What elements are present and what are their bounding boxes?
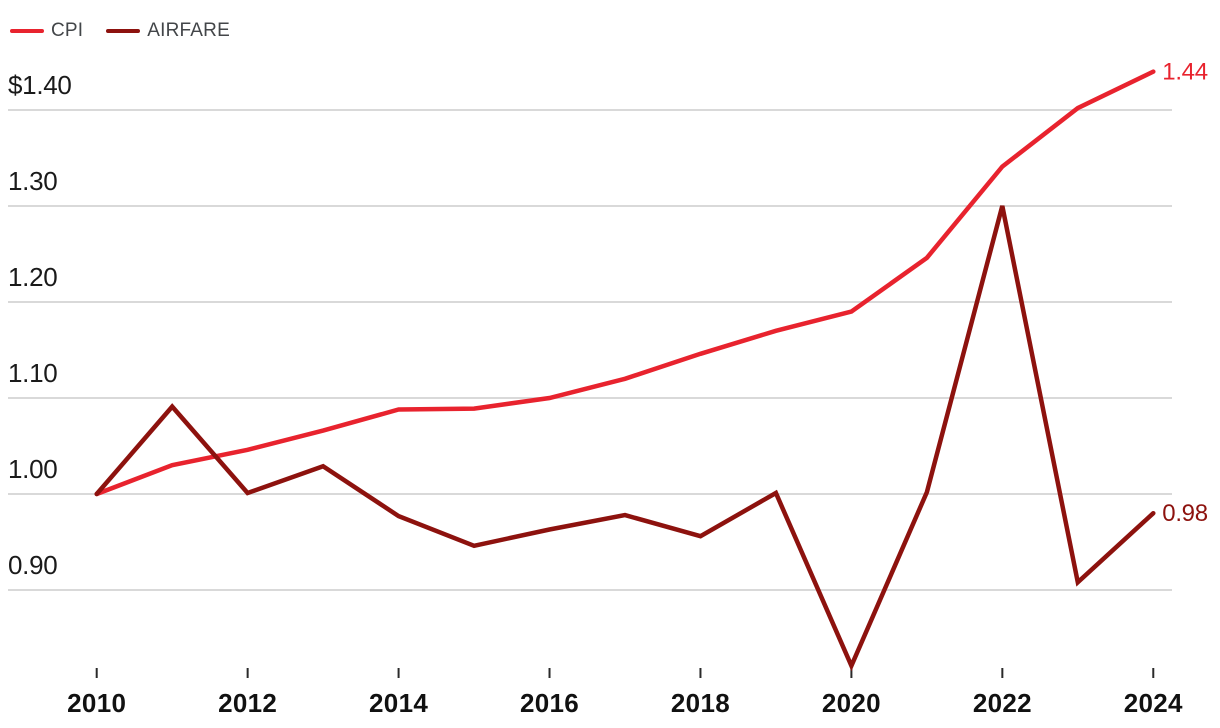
x-axis-year-label: 2022 xyxy=(973,688,1032,718)
legend-item-cpi: CPI xyxy=(10,21,83,40)
x-axis-year-label: 2012 xyxy=(218,688,277,718)
x-axis-year-label: 2014 xyxy=(369,688,428,718)
chart-legend: CPI AIRFARE xyxy=(10,21,230,40)
y-axis-tick-label: 0.90 xyxy=(8,550,57,580)
x-axis-year-label: 2020 xyxy=(822,688,881,718)
cpi-line xyxy=(94,69,1156,497)
y-axis-tick-label: 1.00 xyxy=(8,454,57,484)
y-axis-tick-label: 1.10 xyxy=(8,358,57,388)
airfare-line xyxy=(94,205,1156,672)
x-axis-year-label: 2016 xyxy=(520,688,579,718)
y-axis-tick-label: 1.30 xyxy=(8,166,57,196)
legend-line-swatch xyxy=(10,28,44,33)
y-axis-tick-label: 1.20 xyxy=(8,262,57,292)
x-axis-year-label: 2024 xyxy=(1124,688,1183,718)
airfare-end-value-label: 0.98 xyxy=(1162,500,1208,527)
legend-label: AIRFARE xyxy=(147,20,230,41)
cpi-end-value-label: 1.44 xyxy=(1162,59,1208,86)
legend-line-swatch xyxy=(106,28,141,33)
y-axis-tick-label: $1.40 xyxy=(8,70,72,100)
x-axis-year-label: 2010 xyxy=(67,688,126,718)
x-axis-year-label: 2018 xyxy=(671,688,730,718)
legend-label: CPI xyxy=(51,20,84,41)
legend-item-airfare: AIRFARE xyxy=(106,21,230,40)
